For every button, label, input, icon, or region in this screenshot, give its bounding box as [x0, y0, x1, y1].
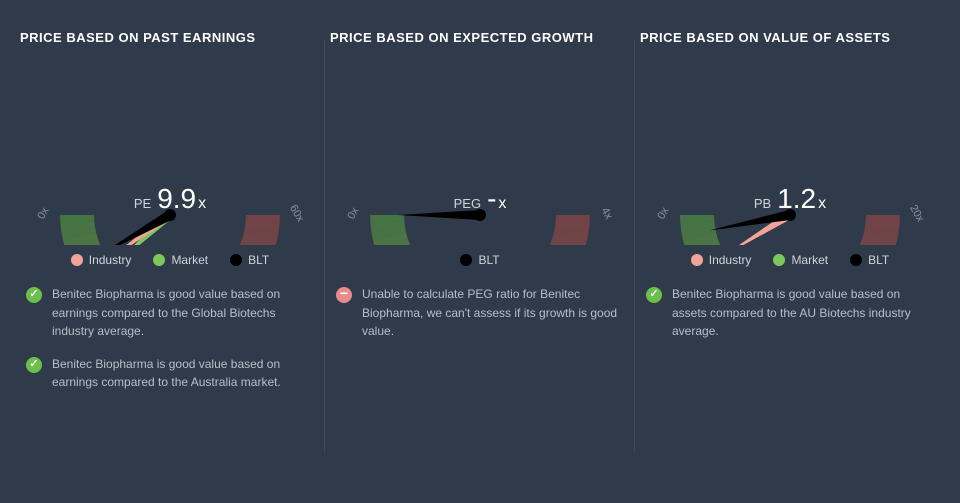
- legend-item-industry: Industry: [691, 253, 752, 267]
- note-text: Benitec Biopharma is good value based on…: [52, 355, 314, 392]
- notes: Benitec Biopharma is good value based on…: [20, 285, 320, 392]
- legend-label: Industry: [89, 253, 132, 267]
- panels-row: PRICE BASED ON PAST EARNINGS 0x 30x 60x …: [20, 30, 940, 483]
- check-icon: [26, 357, 42, 373]
- legend-dot-icon: [230, 254, 242, 266]
- legend-dot-icon: [850, 254, 862, 266]
- legend-label: Industry: [709, 253, 752, 267]
- gauge-metric: PB 1.2 x: [754, 183, 826, 215]
- svg-text:0x: 0x: [345, 205, 361, 221]
- legend: Industry Market BLT: [20, 253, 320, 267]
- minus-icon: [336, 287, 352, 303]
- note-text: Benitec Biopharma is good value based on…: [672, 285, 934, 341]
- legend-dot-icon: [460, 254, 472, 266]
- legend-dot-icon: [773, 254, 785, 266]
- svg-text:20x: 20x: [907, 203, 927, 225]
- panel-title: PRICE BASED ON VALUE OF ASSETS: [640, 30, 940, 45]
- check-icon: [26, 287, 42, 303]
- legend-item-blt: BLT: [230, 253, 269, 267]
- legend: BLT: [330, 253, 630, 267]
- gauge-pe: 0x 30x 60x PE 9.9 x: [30, 65, 310, 245]
- metric-suffix: x: [198, 195, 206, 213]
- note-item: Benitec Biopharma is good value based on…: [26, 285, 314, 341]
- note-item: Unable to calculate PEG ratio for Benite…: [336, 285, 624, 341]
- notes: Unable to calculate PEG ratio for Benite…: [330, 285, 630, 341]
- legend-dot-icon: [153, 254, 165, 266]
- gauge-peg: 0x 2x 4x PEG - x: [340, 65, 620, 245]
- metric-value: 1.2: [777, 183, 816, 215]
- panel-pe: PRICE BASED ON PAST EARNINGS 0x 30x 60x …: [20, 30, 320, 483]
- legend-label: BLT: [478, 253, 499, 267]
- gauge-pb: 0x 10x 20x PB 1.2 x: [650, 65, 930, 245]
- panel-title: PRICE BASED ON EXPECTED GROWTH: [330, 30, 630, 45]
- legend-dot-icon: [691, 254, 703, 266]
- legend-label: BLT: [868, 253, 889, 267]
- note-item: Benitec Biopharma is good value based on…: [646, 285, 934, 341]
- legend: Industry Market BLT: [640, 253, 940, 267]
- metric-value: 9.9: [157, 183, 196, 215]
- legend-item-blt: BLT: [460, 253, 499, 267]
- legend-item-market: Market: [153, 253, 208, 267]
- svg-text:0x: 0x: [35, 205, 51, 221]
- svg-text:60x: 60x: [287, 203, 307, 225]
- legend-item-blt: BLT: [850, 253, 889, 267]
- legend-item-industry: Industry: [71, 253, 132, 267]
- legend-label: Market: [791, 253, 828, 267]
- check-icon: [646, 287, 662, 303]
- gauge-metric: PE 9.9 x: [134, 183, 206, 215]
- svg-text:4x: 4x: [598, 205, 614, 221]
- metric-label: PEG: [454, 196, 481, 211]
- metric-label: PE: [134, 196, 151, 211]
- panel-peg: PRICE BASED ON EXPECTED GROWTH 0x 2x 4x …: [330, 30, 630, 483]
- note-text: Benitec Biopharma is good value based on…: [52, 285, 314, 341]
- legend-label: Market: [171, 253, 208, 267]
- panel-pb: PRICE BASED ON VALUE OF ASSETS 0x 10x 20…: [640, 30, 940, 483]
- legend-label: BLT: [248, 253, 269, 267]
- metric-value: -: [487, 183, 496, 215]
- svg-text:0x: 0x: [655, 205, 671, 221]
- metric-suffix: x: [498, 195, 506, 213]
- notes: Benitec Biopharma is good value based on…: [640, 285, 940, 341]
- note-item: Benitec Biopharma is good value based on…: [26, 355, 314, 392]
- metric-label: PB: [754, 196, 771, 211]
- legend-item-market: Market: [773, 253, 828, 267]
- note-text: Unable to calculate PEG ratio for Benite…: [362, 285, 624, 341]
- legend-dot-icon: [71, 254, 83, 266]
- metric-suffix: x: [818, 195, 826, 213]
- panel-title: PRICE BASED ON PAST EARNINGS: [20, 30, 320, 45]
- gauge-metric: PEG - x: [454, 183, 507, 215]
